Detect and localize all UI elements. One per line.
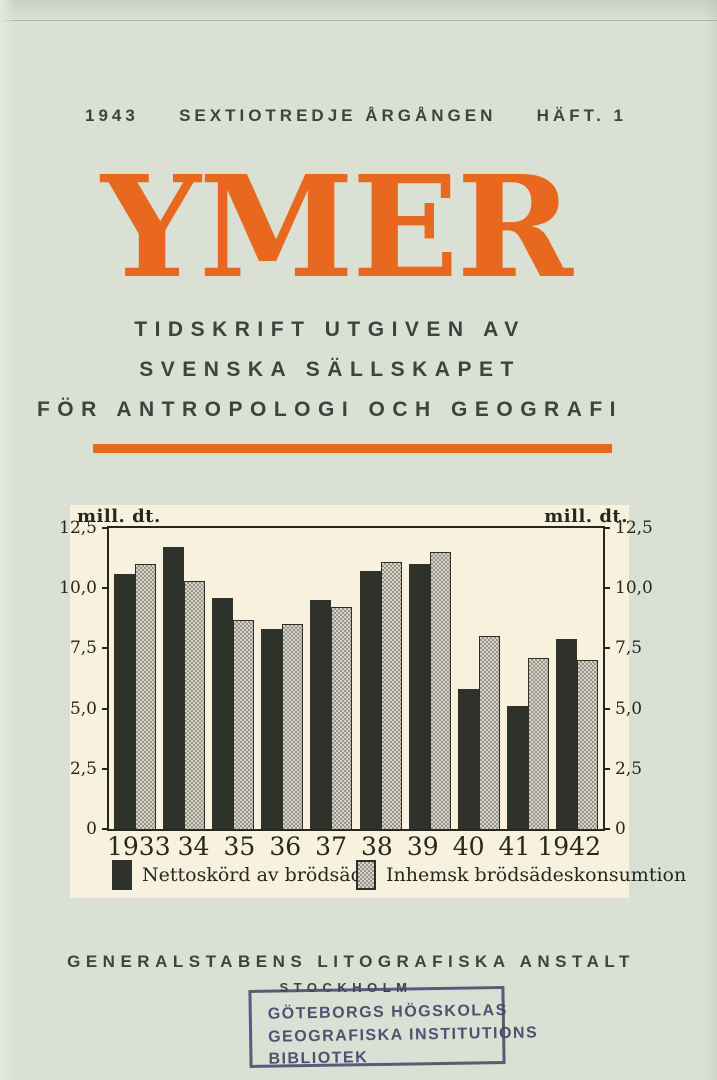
y-tick-label-left-2,5: 2,5 bbox=[69, 758, 97, 779]
journal-subtitle: TIDSKRIFT UTGIVEN AV SVENSKA SÄLLSKAPET … bbox=[0, 310, 660, 430]
bar-light-36 bbox=[282, 624, 304, 829]
bar-dark-1933 bbox=[114, 573, 135, 829]
bar-light-39 bbox=[429, 552, 451, 829]
y-tick-label-left-7,5: 7,5 bbox=[69, 638, 97, 659]
bar-group-40 bbox=[457, 528, 500, 829]
masthead-edition: SEXTIOTREDJE ÅRGÅNGEN bbox=[179, 106, 497, 125]
library-stamp: GÖTEBORGS HÖGSKOLAS GEOGRAFISKA INSTITUT… bbox=[248, 985, 539, 1069]
y-tick-left-0 bbox=[102, 828, 109, 830]
x-tick-label-41: 41 bbox=[498, 832, 531, 861]
bar-light-38 bbox=[380, 561, 402, 829]
y-tick-label-right-7,5: 7,5 bbox=[615, 638, 643, 659]
bar-group-34 bbox=[163, 528, 206, 829]
masthead: 1943 SEXTIOTREDJE ÅRGÅNGEN HÄFT. 1 bbox=[85, 106, 627, 126]
bar-dark-39 bbox=[408, 564, 430, 829]
bar-light-1942 bbox=[576, 660, 598, 829]
x-tick-label-39: 39 bbox=[406, 832, 439, 861]
y-tick-right-2,5 bbox=[603, 767, 610, 770]
y-tick-left-10,0 bbox=[102, 587, 109, 590]
y-tick-left-12,5 bbox=[102, 527, 109, 529]
stamp-line-3: BIBLIOTEK bbox=[268, 1049, 369, 1068]
bar-group-37 bbox=[310, 528, 353, 829]
journal-title: YMER bbox=[101, 146, 573, 310]
orange-rule bbox=[93, 444, 612, 453]
legend-swatch-dark bbox=[112, 860, 132, 890]
legend-item-inhemsk: Inhemsk brödsädeskonsumtion bbox=[356, 860, 686, 890]
legend-label: Inhemsk brödsädeskonsumtion bbox=[386, 864, 687, 886]
bar-light-35 bbox=[233, 619, 255, 829]
scan-edge-right bbox=[705, 0, 717, 1080]
y-tick-label-right-10,0: 10,0 bbox=[615, 578, 653, 599]
printer-imprint: GENERALSTABENS LITOGRAFISKA ANSTALT bbox=[67, 952, 635, 971]
scan-edge-top bbox=[0, 0, 717, 21]
y-tick-left-2,5 bbox=[102, 767, 109, 770]
stamp-line-2: GEOGRAFISKA INSTITUTIONS bbox=[268, 1023, 539, 1046]
subtitle-line-2: SVENSKA SÄLLSKAPET bbox=[139, 358, 521, 381]
masthead-issue: HÄFT. 1 bbox=[536, 106, 627, 125]
bar-dark-35 bbox=[212, 597, 234, 829]
bar-dark-40 bbox=[457, 689, 479, 829]
y-axis-unit-right: mill. dt. bbox=[544, 506, 628, 527]
y-tick-right-0 bbox=[603, 828, 610, 830]
bar-light-40 bbox=[478, 636, 500, 829]
bar-group-41 bbox=[506, 528, 549, 829]
x-axis-labels: 1933 34 35 36 37 38 39 40 41 1942 bbox=[107, 832, 601, 861]
y-tick-right-5,0 bbox=[603, 707, 610, 710]
bar-dark-1942 bbox=[555, 638, 577, 829]
bar-chart-panel: mill. dt. mill. dt. 12,5 12,5 10,0 10,0 7,5 7… bbox=[59, 505, 686, 898]
x-tick-label-38: 38 bbox=[361, 832, 393, 861]
y-tick-label-left-12,5: 12,5 bbox=[59, 518, 97, 538]
chart-legend: Nettoskörd av brödsäd Inhemsk brödsädesk… bbox=[70, 860, 686, 896]
bar-group-1933 bbox=[114, 528, 156, 829]
bar-light-41 bbox=[527, 658, 549, 829]
subtitle-line-3: FÖR ANTROPOLOGI OCH GEOGRAFI bbox=[36, 398, 624, 421]
y-tick-label-right-12,5: 12,5 bbox=[615, 518, 653, 538]
y-tick-label-right-2,5: 2,5 bbox=[615, 758, 643, 779]
scan-edge-left bbox=[0, 0, 15, 1080]
bar-group-1942 bbox=[555, 528, 598, 829]
bar-group-36 bbox=[261, 528, 304, 829]
bar-light-37 bbox=[331, 607, 353, 829]
y-tick-label-left-5,0: 5,0 bbox=[69, 698, 97, 719]
legend-label: Nettoskörd av brödsäd bbox=[142, 864, 363, 886]
legend-swatch-light bbox=[356, 860, 376, 890]
bar-group-38 bbox=[359, 528, 402, 829]
bar-dark-38 bbox=[359, 571, 381, 829]
masthead-year: 1943 bbox=[85, 106, 139, 125]
plot-area: 12,5 12,5 10,0 10,0 7,5 7,5 5,0 5,0 2,5 2,5 0 0 bbox=[59, 518, 653, 839]
x-tick-label-35: 35 bbox=[223, 832, 256, 861]
x-tick-label-1942: 1942 bbox=[537, 832, 601, 861]
y-tick-label-right-5,0: 5,0 bbox=[615, 698, 643, 719]
bar-dark-37 bbox=[310, 600, 332, 829]
x-tick-label-40: 40 bbox=[452, 832, 485, 861]
bar-group-39 bbox=[408, 528, 451, 829]
x-tick-label-36: 36 bbox=[269, 832, 302, 861]
x-tick-label-34: 34 bbox=[177, 832, 210, 861]
bar-dark-36 bbox=[261, 629, 283, 829]
y-axis-unit-left: mill. dt. bbox=[77, 506, 161, 527]
x-tick-label-37: 37 bbox=[315, 832, 347, 861]
x-tick-label-1933: 1933 bbox=[107, 832, 171, 861]
subtitle-line-1: TIDSKRIFT UTGIVEN AV bbox=[134, 318, 526, 341]
y-tick-left-5,0 bbox=[102, 707, 109, 710]
stamp-line-1: GÖTEBORGS HÖGSKOLAS bbox=[267, 1001, 508, 1023]
bar-light-34 bbox=[184, 580, 206, 829]
y-tick-label-left-10,0: 10,0 bbox=[59, 578, 97, 599]
y-tick-left-7,5 bbox=[102, 647, 109, 650]
y-tick-right-12,5 bbox=[603, 527, 610, 529]
bar-dark-41 bbox=[506, 706, 528, 829]
y-tick-right-7,5 bbox=[603, 647, 610, 650]
bar-dark-34 bbox=[163, 547, 185, 829]
y-tick-right-10,0 bbox=[603, 587, 610, 590]
bar-group-35 bbox=[212, 528, 255, 829]
y-tick-label-left-0: 0 bbox=[86, 819, 97, 839]
printer-city: STOCKHOLM bbox=[279, 980, 413, 995]
y-tick-label-right-0: 0 bbox=[615, 819, 626, 839]
bar-light-1933 bbox=[135, 564, 156, 829]
legend-item-nettoskord: Nettoskörd av brödsäd bbox=[112, 860, 363, 890]
